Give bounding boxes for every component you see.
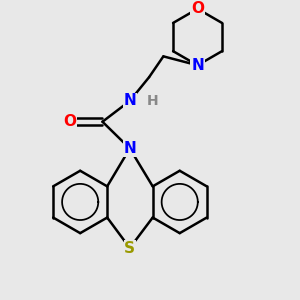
Text: O: O	[63, 114, 76, 129]
Text: N: N	[123, 93, 136, 108]
Text: N: N	[123, 141, 136, 156]
Text: O: O	[191, 1, 204, 16]
Text: H: H	[147, 94, 159, 108]
Text: S: S	[124, 241, 135, 256]
Text: N: N	[191, 58, 204, 73]
